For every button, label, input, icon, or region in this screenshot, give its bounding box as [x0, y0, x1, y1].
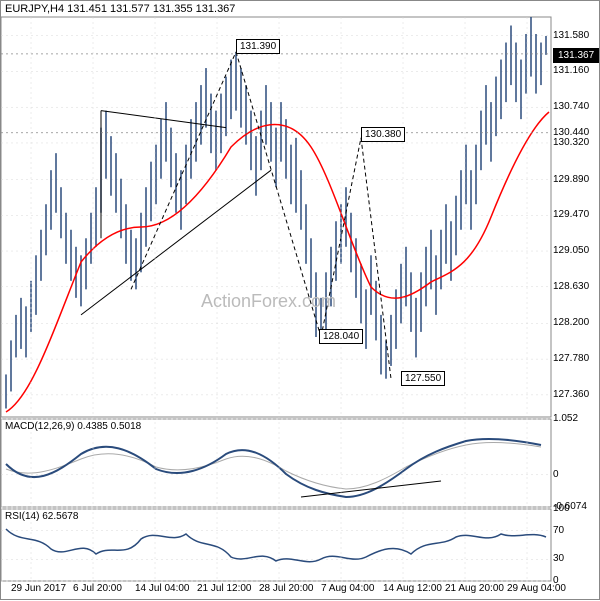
x-axis-label: 21 Jul 12:00: [197, 583, 252, 594]
x-axis-label: 6 Jul 20:00: [73, 583, 122, 594]
rsi-axis-label: 30: [553, 553, 564, 564]
y-axis-label: 131.580: [553, 30, 589, 41]
rsi-title: RSI(14) 62.5678: [5, 511, 78, 522]
price-annotation: 127.550: [401, 371, 445, 386]
y-axis-label: 127.360: [553, 389, 589, 400]
y-axis-label: 127.780: [553, 353, 589, 364]
x-axis-label: 14 Aug 12:00: [383, 583, 442, 594]
watermark: ActionForex.com: [201, 291, 336, 312]
x-axis-label: 28 Jul 20:00: [259, 583, 314, 594]
price-annotation: 128.040: [319, 329, 363, 344]
y-axis-label: 130.320: [553, 137, 589, 148]
x-axis-label: 14 Jul 04:00: [135, 583, 190, 594]
macd-axis-label: 0: [553, 469, 559, 480]
rsi-axis-label: 100: [553, 503, 570, 514]
y-axis-label: 130.740: [553, 101, 589, 112]
y-axis-label: 131.367: [553, 48, 599, 63]
x-axis-label: 7 Aug 04:00: [321, 583, 374, 594]
y-axis-label: 129.890: [553, 174, 589, 185]
y-axis-label: 129.470: [553, 209, 589, 220]
macd-title: MACD(12,26,9) 0.4385 0.5018: [5, 421, 141, 432]
y-axis-label: 129.050: [553, 245, 589, 256]
y-axis-label: 128.200: [553, 317, 589, 328]
x-axis-label: 21 Aug 20:00: [445, 583, 504, 594]
x-axis-label: 29 Aug 04:00: [507, 583, 566, 594]
x-axis-label: 29 Jun 2017: [11, 583, 66, 594]
rsi-axis-label: 70: [553, 525, 564, 536]
price-annotation: 131.390: [236, 39, 280, 54]
y-axis-label: 128.630: [553, 281, 589, 292]
y-axis-label: 131.160: [553, 65, 589, 76]
macd-axis-label: 1.052: [553, 413, 578, 424]
price-annotation: 130.380: [361, 127, 405, 142]
